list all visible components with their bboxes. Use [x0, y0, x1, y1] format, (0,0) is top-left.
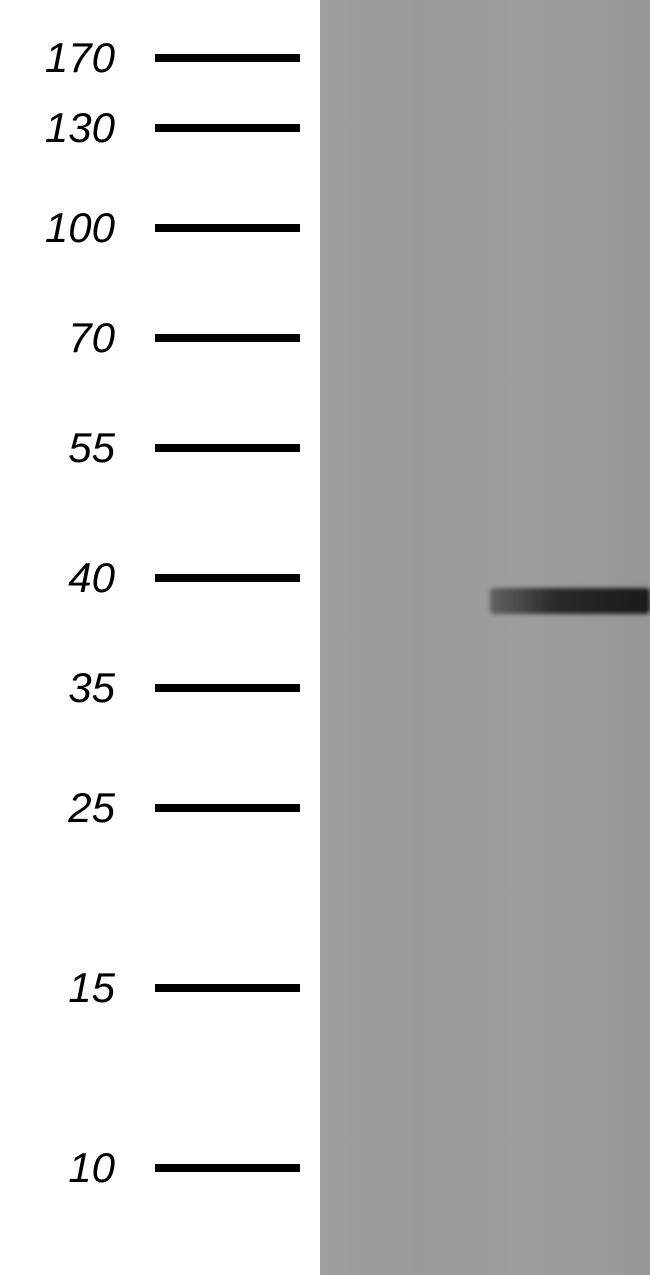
blot-membrane — [320, 0, 650, 1275]
mw-marker-130: 130 — [0, 107, 300, 149]
mw-label: 130 — [45, 107, 115, 149]
mw-tick — [155, 804, 300, 812]
mw-marker-15: 15 — [0, 967, 300, 1009]
mw-tick — [155, 224, 300, 232]
mw-label: 55 — [68, 427, 115, 469]
mw-marker-25: 25 — [0, 787, 300, 829]
mw-tick — [155, 444, 300, 452]
mw-tick — [155, 984, 300, 992]
mw-label: 25 — [68, 787, 115, 829]
mw-label: 170 — [45, 37, 115, 79]
mw-tick — [155, 334, 300, 342]
mw-tick — [155, 1164, 300, 1172]
mw-label: 15 — [68, 967, 115, 1009]
mw-marker-100: 100 — [0, 207, 300, 249]
molecular-weight-ladder: 170 130 100 70 55 40 35 25 15 10 — [0, 0, 320, 1275]
mw-marker-70: 70 — [0, 317, 300, 359]
mw-label: 100 — [45, 207, 115, 249]
mw-tick — [155, 574, 300, 582]
mw-marker-55: 55 — [0, 427, 300, 469]
mw-marker-40: 40 — [0, 557, 300, 599]
mw-tick — [155, 124, 300, 132]
mw-label: 10 — [68, 1147, 115, 1189]
mw-marker-35: 35 — [0, 667, 300, 709]
mw-label: 70 — [68, 317, 115, 359]
mw-label: 35 — [68, 667, 115, 709]
mw-tick — [155, 684, 300, 692]
mw-tick — [155, 54, 300, 62]
western-blot-figure: 170 130 100 70 55 40 35 25 15 10 — [0, 0, 650, 1275]
protein-band-1 — [490, 588, 650, 614]
mw-marker-170: 170 — [0, 37, 300, 79]
mw-label: 40 — [68, 557, 115, 599]
mw-marker-10: 10 — [0, 1147, 300, 1189]
